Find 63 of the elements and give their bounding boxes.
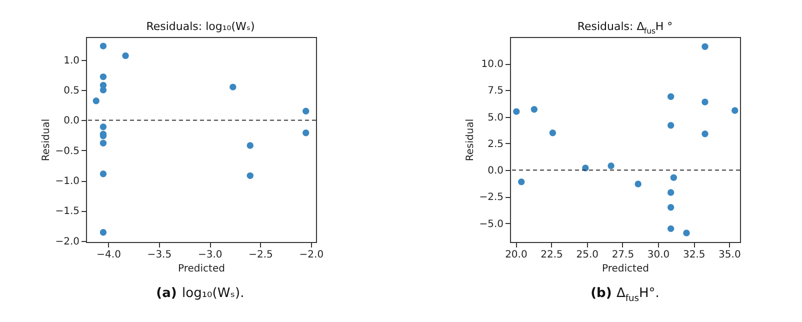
x-tick-label: 27.5: [612, 250, 634, 260]
chart-title: Residuals: log₁₀(Wₛ): [146, 20, 255, 33]
point: [122, 52, 129, 60]
x-tick-label: −4.0: [96, 250, 121, 260]
point: [702, 98, 708, 106]
x-tick-label: −3.0: [198, 250, 222, 260]
point: [100, 229, 107, 236]
point: [246, 142, 254, 149]
point: [100, 42, 107, 50]
x-tick-label: 30.0: [647, 250, 670, 260]
point: [683, 230, 690, 236]
x-axis-title: Predicted: [178, 264, 225, 274]
y-tick-label: −2.0: [55, 236, 80, 248]
y-tick-label: 2.5: [488, 138, 504, 150]
x-tick-label: 22.5: [540, 250, 563, 260]
point: [732, 107, 738, 114]
point: [702, 43, 708, 50]
point: [667, 189, 674, 196]
point: [302, 108, 310, 115]
point: [702, 130, 708, 138]
y-tick-label: 0.5: [64, 86, 80, 97]
point: [549, 129, 556, 136]
point: [667, 225, 674, 232]
y-tick-label: 10.0: [481, 59, 504, 70]
point: [230, 84, 236, 90]
y-axis-title: Residual: [41, 118, 52, 162]
x-tick-label: 35.0: [718, 250, 741, 260]
x-tick-label: 32.5: [682, 250, 706, 260]
x-tick-label: 20.0: [505, 250, 528, 260]
point: [100, 123, 107, 130]
x-tick-label: −2.5: [248, 250, 273, 260]
point: [302, 130, 310, 136]
point: [92, 98, 100, 104]
point: [667, 93, 674, 100]
y-axis-title: Residual: [465, 118, 476, 162]
point: [530, 106, 538, 113]
y-tick-label: −2.5: [479, 192, 504, 204]
y-tick-label: −1.0: [55, 176, 80, 187]
x-tick-label: −3.5: [147, 250, 172, 260]
y-tick-label: 0.0: [488, 166, 504, 177]
x-tick-label: 25.0: [576, 250, 598, 260]
point: [100, 73, 107, 80]
point: [246, 172, 254, 180]
point: [608, 162, 614, 170]
x-tick-label: −2.0: [299, 250, 324, 260]
point: [518, 178, 525, 186]
text: (a) log₁₀(Wₛ).: [156, 286, 244, 301]
y-tick-label: 5.0: [488, 112, 504, 124]
y-tick-label: 1.0: [64, 55, 80, 66]
point: [634, 180, 642, 188]
y-tick-label: 0.0: [64, 116, 80, 127]
x-axis-title: Predicted: [602, 264, 649, 274]
y-tick-label: −0.5: [55, 146, 80, 157]
point: [100, 170, 107, 178]
point: [667, 204, 674, 211]
point: [100, 86, 107, 94]
point: [667, 122, 674, 129]
point: [513, 108, 520, 115]
y-tick-label: 7.5: [488, 86, 504, 97]
y-tick-label: −5.0: [479, 218, 504, 230]
point: [100, 140, 107, 146]
y-tick-label: −1.5: [55, 206, 80, 218]
point: [670, 174, 678, 181]
